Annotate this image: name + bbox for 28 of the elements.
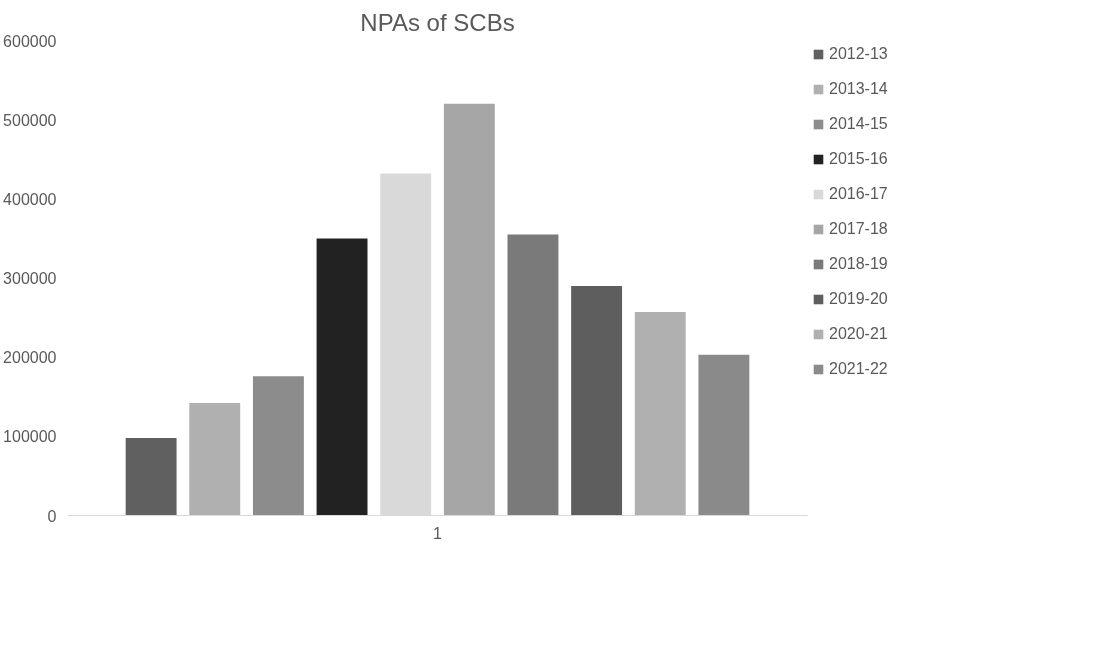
bar	[443, 103, 495, 516]
legend-label: 2016-17	[829, 185, 888, 203]
y-tick-label: 600000	[3, 32, 57, 50]
bar	[189, 403, 241, 516]
legend-label: 2015-16	[829, 150, 888, 168]
bar	[698, 354, 750, 516]
legend-label: 2021-22	[829, 360, 888, 378]
bar	[125, 437, 177, 516]
bar	[634, 312, 686, 516]
legend-label: 2012-13	[829, 45, 888, 63]
chart-title: NPAs of SCBs	[360, 8, 515, 36]
y-tick-label: 400000	[3, 190, 57, 208]
legend-label: 2019-20	[829, 290, 888, 308]
legend-label: 2020-21	[829, 325, 888, 343]
legend-label: 2013-14	[829, 80, 888, 98]
x-tick-label: 1	[433, 524, 443, 542]
y-tick-label: 500000	[3, 111, 57, 129]
legend-label: 2017-18	[829, 220, 888, 238]
bar	[507, 234, 559, 516]
bar	[316, 238, 368, 516]
legend-label: 2014-15	[829, 115, 888, 133]
y-tick-label: 100000	[3, 428, 57, 446]
bar	[252, 376, 304, 516]
bar	[571, 285, 623, 516]
y-tick-label: 0	[47, 507, 57, 525]
y-tick-label: 300000	[3, 270, 57, 287]
y-tick-label: 200000	[3, 349, 57, 367]
legend-label: 2018-19	[829, 255, 888, 273]
